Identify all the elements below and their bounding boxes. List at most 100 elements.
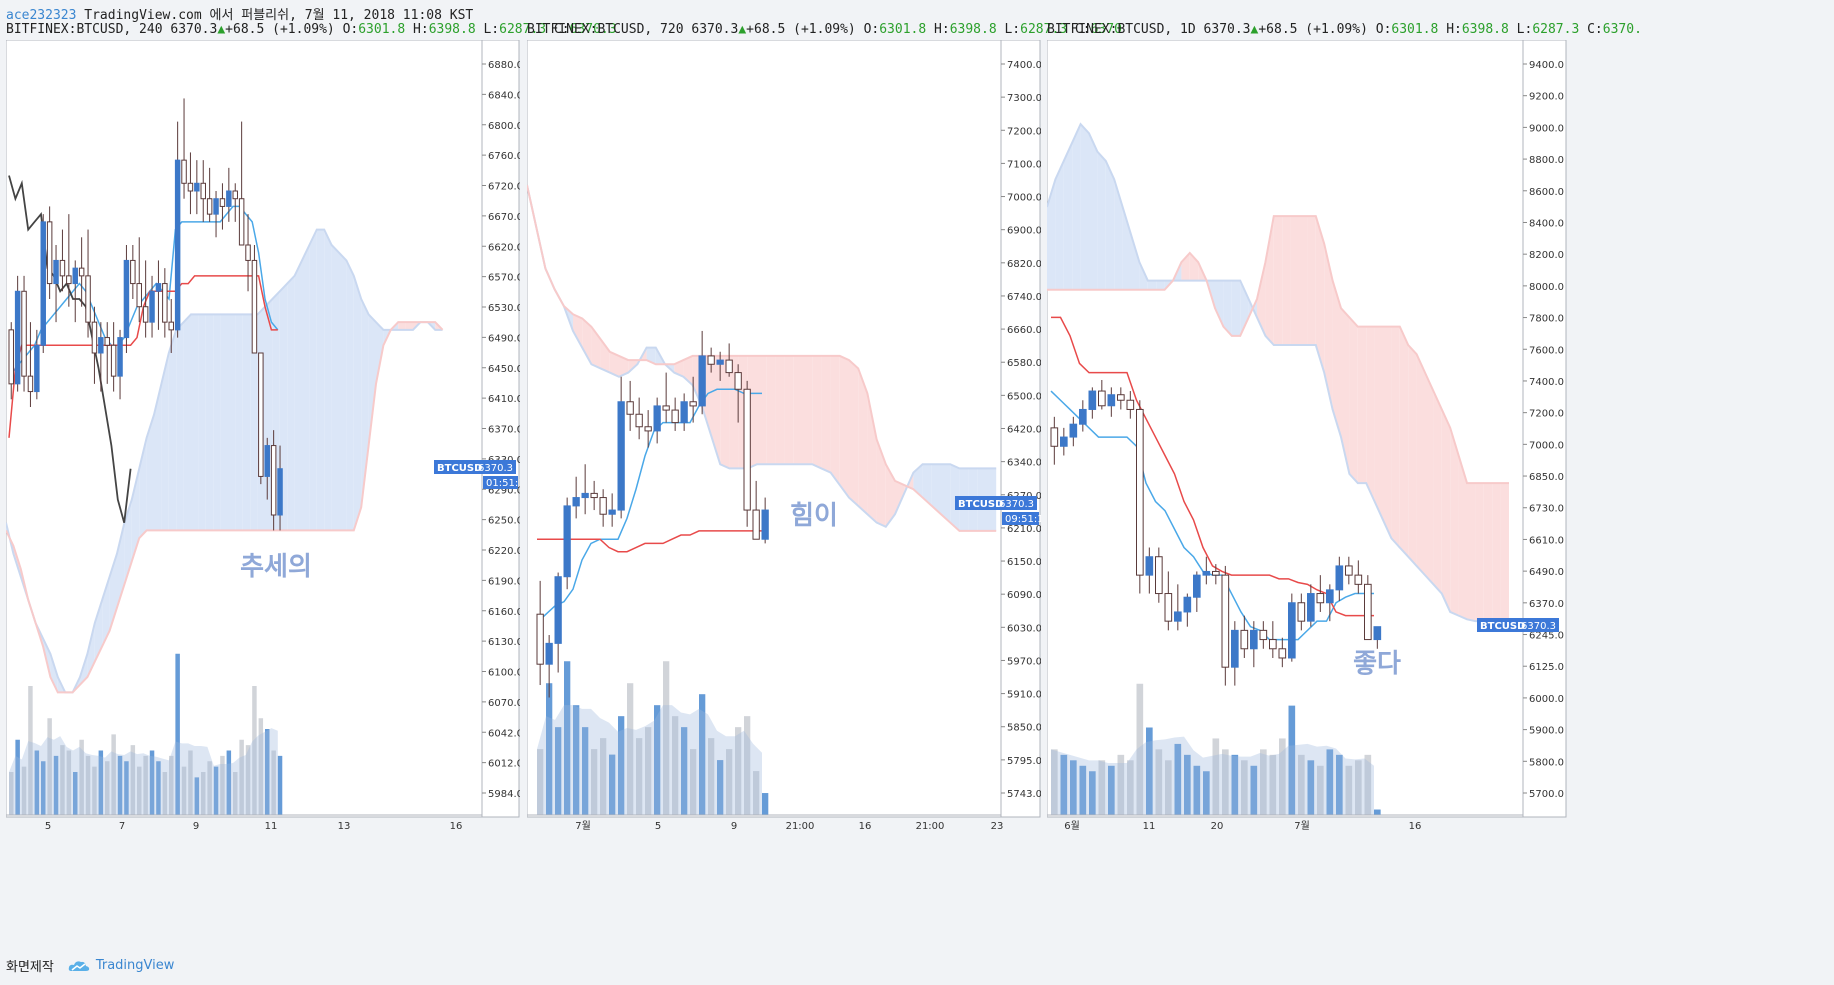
candle-body [1060, 436, 1068, 447]
volume-bar [175, 653, 180, 815]
cloud-segment [50, 653, 58, 693]
cloud-segment [1492, 483, 1501, 622]
candle-body [14, 290, 21, 385]
tradingview-brand-text: TradingView [95, 958, 175, 973]
candle-body [78, 267, 85, 277]
price-tick-label: 5795.0 [1007, 756, 1041, 767]
candle-body [46, 221, 53, 285]
cloud-segment [1206, 280, 1215, 309]
volume-bar [1193, 765, 1201, 815]
candle-body [581, 492, 589, 499]
chart-panel-1d[interactable]: BITFINEX:BTCUSD, 1D 6370.3▲+68.5 (+1.09%… [1047, 22, 1642, 950]
volume-bar [245, 745, 251, 815]
price-tick-label: 6660.0 [1007, 325, 1041, 336]
price-tick-label: 6042.0 [488, 728, 520, 739]
cloud-segment [1441, 409, 1451, 612]
volume-bar [105, 761, 110, 815]
cloud-segment [205, 314, 214, 531]
open-value: 6301.8 [358, 22, 406, 37]
cloud-segment [331, 245, 339, 531]
chart-svg[interactable]: 추세의 6880.0 6840.0 6800.0 6760.0 6720.0 6670.0 6… [6, 40, 520, 833]
candle-body [1335, 565, 1344, 591]
price-label-value: 6370.3 [1521, 621, 1556, 632]
publish-info: TradingView.com 에서 퍼블리쉬, 7월 11, 2018 11:… [84, 8, 474, 23]
price-tick-label: 7000.0 [1529, 440, 1564, 451]
price-label-value: 6370.3 [999, 499, 1034, 510]
price-tick-label: 6490.0 [488, 333, 520, 344]
symbol-name: BITFINEX:BTCUSD, 720 [527, 22, 684, 37]
candle-body [40, 221, 46, 346]
up-arrow-icon: ▲ [738, 22, 747, 37]
volume-bar [1089, 771, 1096, 815]
candle-body [635, 413, 643, 428]
candle-body [707, 355, 715, 365]
cloud-segment [766, 355, 776, 465]
countdown-pill [483, 476, 518, 489]
chart-svg[interactable]: 좋다 9400.0 9200.0 9000.0 8800.0 8600.0 8400.0 82… [1047, 40, 1567, 833]
date-tick-label: 5 [45, 821, 51, 832]
candle-body [1316, 593, 1325, 604]
cloud-segment [198, 314, 206, 531]
chart-annotation: 힘이 [790, 501, 838, 531]
author-link[interactable]: ace232323 [6, 8, 77, 23]
cloud-segment [242, 314, 251, 531]
volume-bar [156, 761, 161, 815]
date-tick-label: 9 [193, 821, 199, 832]
candle-body [1307, 593, 1315, 622]
candle-body [1364, 583, 1372, 641]
volume-bar [1070, 760, 1077, 815]
symbol-name: BITFINEX:BTCUSD, 1D [1047, 22, 1196, 37]
volume-bar [762, 793, 769, 815]
cloud-segment [1089, 133, 1098, 290]
chart-panel-720[interactable]: BITFINEX:BTCUSD, 720 6370.3▲+68.5 (+1.09… [527, 22, 1122, 950]
volume-bar [98, 750, 104, 815]
chart-panel-240[interactable]: BITFINEX:BTCUSD, 240 6370.3▲+68.5 (+1.09… [6, 22, 617, 950]
footer: 화면제작 TradingView [6, 956, 174, 975]
open-value: 6301.8 [879, 22, 927, 37]
volume-bar [1317, 765, 1324, 815]
candle-body [734, 372, 742, 390]
price-tick-label: 8400.0 [1529, 218, 1564, 229]
cloud-segment [1156, 280, 1165, 290]
volume-bar [277, 755, 283, 815]
candle-body [110, 344, 117, 377]
candle-body [194, 182, 200, 192]
up-arrow-icon: ▲ [1250, 22, 1259, 37]
volume-ma-area [537, 705, 762, 815]
volume-bar [188, 750, 193, 815]
candle-body [1117, 394, 1125, 401]
volume-bar [9, 772, 14, 815]
last-price: 6370.3 [170, 22, 218, 37]
volume-ma-area [9, 728, 278, 815]
cloud-segment [1467, 483, 1476, 622]
tradingview-logo[interactable]: TradingView [68, 958, 175, 973]
price-tick-label: 6210.0 [1007, 524, 1041, 535]
chart-svg[interactable]: 힘이 7400.0 7300.0 7200.0 7100.0 7000.0 6900.0 68… [527, 40, 1041, 833]
candle-body [226, 190, 232, 207]
cloud-segment [346, 260, 354, 531]
cloud-segment [1416, 354, 1425, 576]
volume-bar [1241, 760, 1248, 815]
volume-bar [60, 745, 65, 815]
candle-body [1345, 565, 1353, 576]
date-tick-label: 21:00 [786, 821, 815, 832]
price-tick-label: 6070.0 [488, 698, 520, 709]
cloud-segment [353, 275, 362, 531]
last-price: 6370.3 [1203, 22, 1251, 37]
date-tick-label: 16 [1409, 821, 1422, 832]
price-tick-label: 6620.0 [488, 242, 520, 253]
low-value: 6287.3 [1532, 22, 1580, 37]
footer-label: 화면제작 [6, 960, 54, 975]
candle-body [1174, 611, 1182, 622]
candle-body [752, 509, 760, 540]
price-tick-label: 6740.0 [1007, 292, 1041, 303]
candle-body [66, 275, 72, 285]
price-tick-label: 6160.0 [488, 607, 520, 618]
price-change: +68.5 (+1.09%) [1258, 22, 1368, 37]
cloud-segment [1055, 160, 1064, 290]
candle-body [1373, 626, 1382, 641]
span-b-line [527, 184, 997, 532]
candle-body [716, 359, 724, 365]
candle-body [1088, 390, 1097, 410]
cloud-segment [302, 245, 310, 531]
